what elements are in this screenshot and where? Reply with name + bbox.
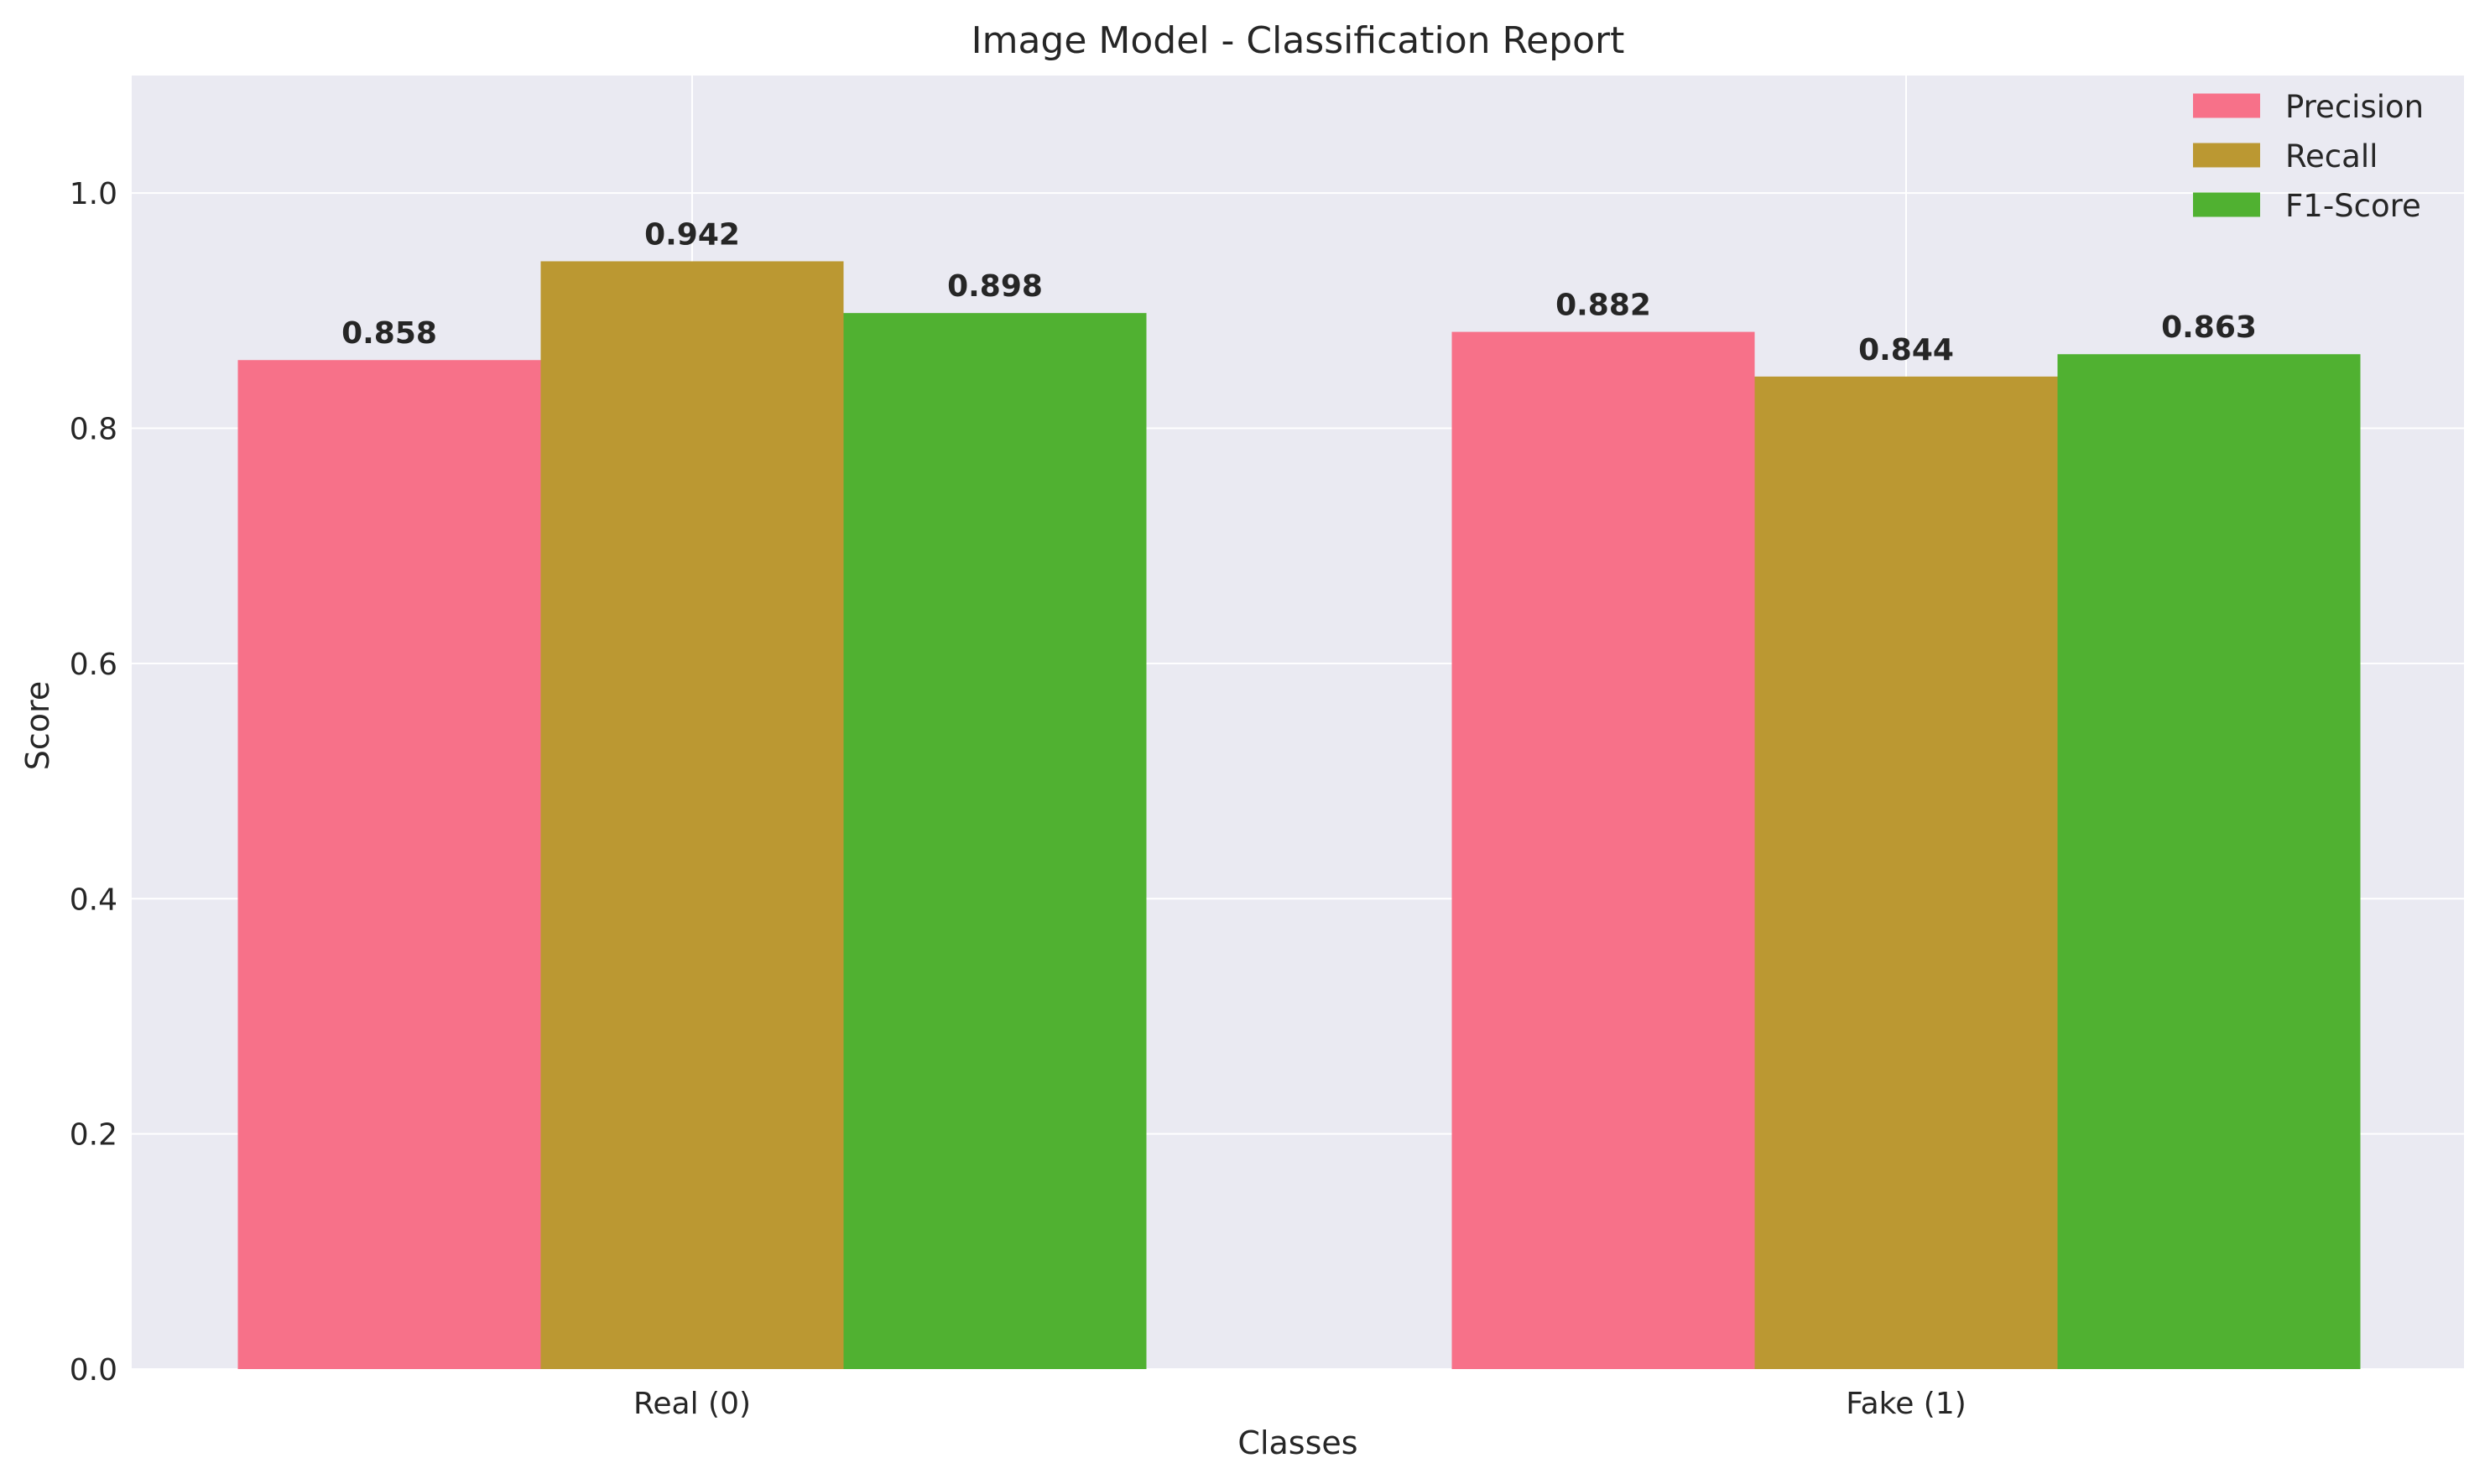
bar-recall-0: [540, 261, 844, 1369]
value-label: 0.942: [644, 217, 740, 252]
legend-entry-f1-score: F1-Score: [2285, 188, 2421, 224]
value-label: 0.898: [947, 269, 1043, 304]
y-axis-label: Score: [19, 681, 56, 770]
bar-precision-1: [1451, 331, 1755, 1369]
bar-recall-1: [1754, 376, 2058, 1369]
y-axis-ticks: 0.0 0.2 0.4 0.6 0.8 1.0: [70, 177, 117, 1388]
value-label: 0.882: [1555, 289, 1651, 323]
legend-entry-precision: Precision: [2285, 89, 2424, 125]
x-axis-label: Classes: [1237, 1424, 1357, 1461]
y-tick-label: 0.6: [70, 648, 117, 682]
legend-entry-recall: Recall: [2285, 138, 2378, 174]
y-tick-label: 0.4: [70, 883, 117, 917]
x-tick-label: Fake (1): [1846, 1387, 1966, 1421]
value-label: 0.844: [1858, 333, 1954, 367]
y-tick-label: 0.8: [70, 413, 117, 447]
legend: Precision Recall F1-Score: [2193, 89, 2424, 224]
bars: [237, 261, 2361, 1370]
y-tick-label: 1.0: [70, 177, 117, 211]
bar-precision-0: [237, 360, 541, 1369]
x-axis-ticks: Real (0) Fake (1): [633, 1387, 1966, 1421]
value-labels: 0.858 0.882 0.942 0.844 0.898 0.863: [341, 217, 2257, 367]
legend-swatch-f1-score: [2193, 192, 2260, 217]
value-label: 0.863: [2161, 310, 2257, 345]
y-tick-label: 0.0: [70, 1353, 117, 1388]
bar-f1-score-1: [2057, 354, 2361, 1369]
legend-swatch-recall: [2193, 143, 2260, 168]
x-tick-label: Real (0): [633, 1387, 751, 1421]
bar-f1-score-0: [843, 313, 1147, 1370]
legend-swatch-precision: [2193, 93, 2260, 118]
chart-title: Image Model - Classification Report: [972, 19, 1625, 62]
value-label: 0.858: [341, 316, 437, 351]
y-tick-label: 0.2: [70, 1118, 117, 1153]
